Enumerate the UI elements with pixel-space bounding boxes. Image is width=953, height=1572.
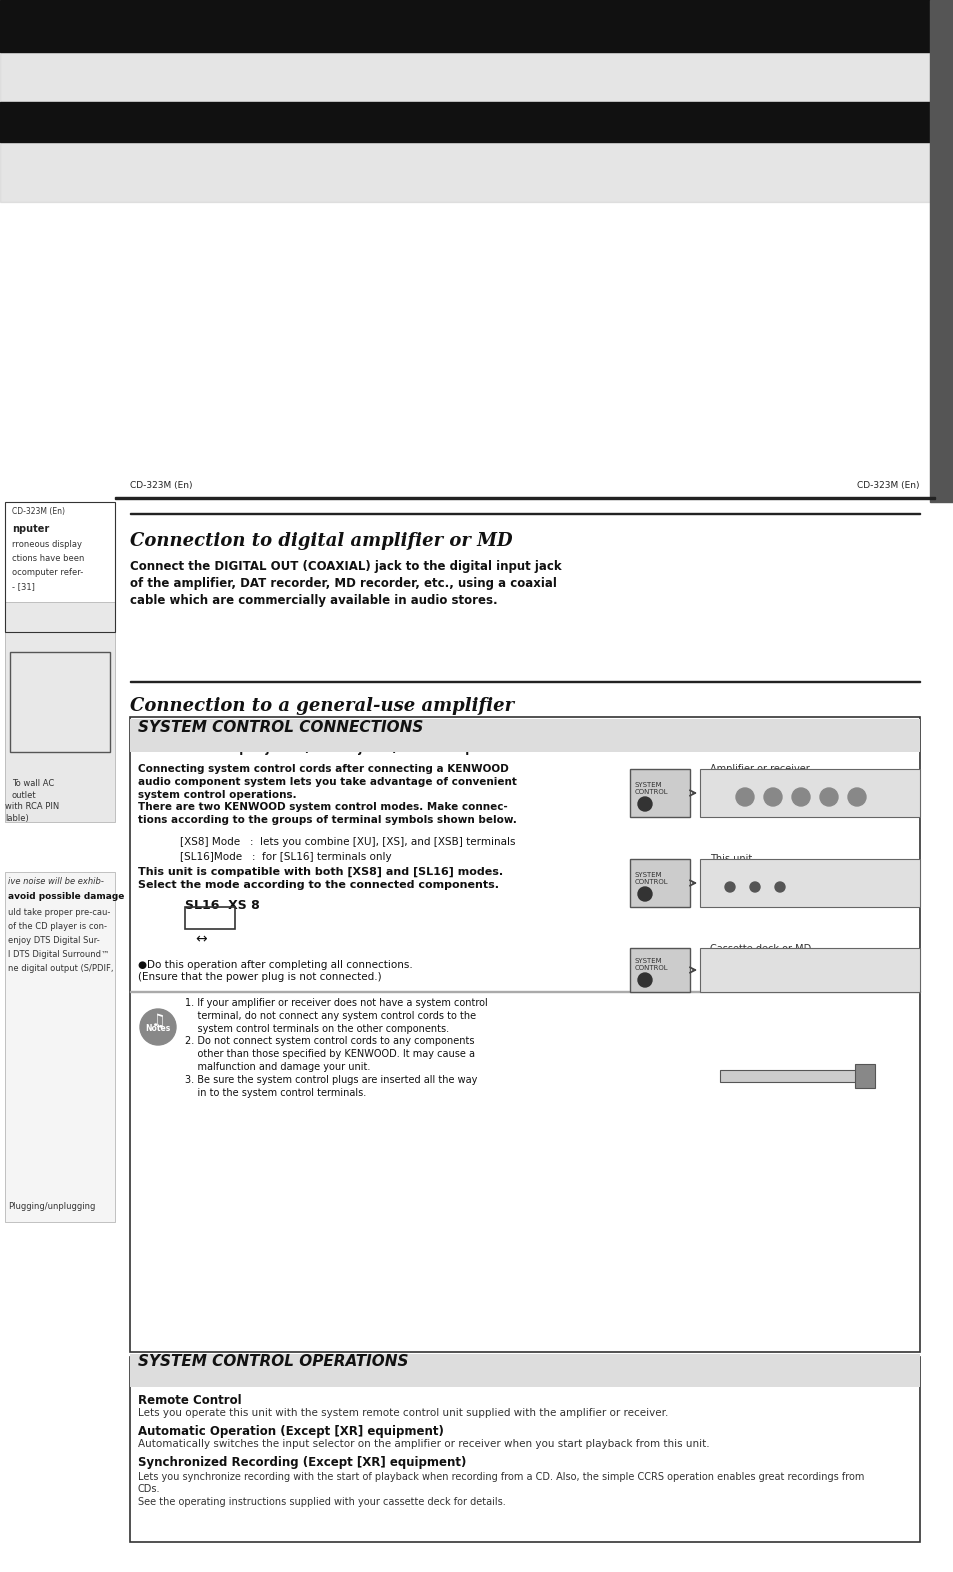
Text: Lets you operate this unit with the system remote control unit supplied with the: Lets you operate this unit with the syst…: [138, 1409, 668, 1418]
Text: Notes: Notes: [145, 1023, 171, 1033]
Text: Amplifier or receiver: Amplifier or receiver: [709, 764, 809, 773]
Bar: [720, 1071, 859, 1082]
Bar: [929, 0, 953, 501]
Circle shape: [774, 882, 784, 891]
Text: SYSTEM CONTROL CONNECTIONS: SYSTEM CONTROL CONNECTIONS: [138, 720, 423, 736]
Bar: [115, 497, 934, 498]
Bar: [130, 718, 919, 751]
Text: Cassette deck or MD: Cassette deck or MD: [709, 945, 810, 954]
Text: This unit: This unit: [709, 854, 752, 865]
Text: avoid possible damage: avoid possible damage: [8, 891, 124, 901]
Text: [XS8] Mode   :  lets you combine [XU], [XS], and [XSB] terminals: [XS8] Mode : lets you combine [XU], [XS]…: [180, 836, 515, 847]
Bar: [0, 102, 953, 141]
Text: CD-323M (En): CD-323M (En): [130, 481, 193, 490]
Circle shape: [791, 788, 809, 806]
Bar: [5, 501, 115, 632]
Bar: [0, 0, 953, 52]
Text: This unit is compatible with both [XS8] and [SL16] modes.
Select the mode accord: This unit is compatible with both [XS8] …: [138, 868, 502, 890]
Text: ive noise will be exhib-: ive noise will be exhib-: [8, 877, 104, 887]
Text: ♫: ♫: [151, 1012, 165, 1030]
Text: ●Do this operation after completing all connections.
(Ensure that the power plug: ●Do this operation after completing all …: [138, 960, 413, 982]
Circle shape: [140, 1009, 175, 1045]
Text: ne digital output (S/PDIF,: ne digital output (S/PDIF,: [8, 964, 113, 973]
Text: Connect the DIGITAL OUT (COAXIAL) jack to the digital input jack
of the amplifie: Connect the DIGITAL OUT (COAXIAL) jack t…: [130, 560, 561, 607]
Text: SYSTEM
CONTROL: SYSTEM CONTROL: [635, 872, 668, 885]
Text: enjoy DTS Digital Sur-: enjoy DTS Digital Sur-: [8, 935, 100, 945]
Bar: [629, 769, 689, 817]
Bar: [700, 948, 919, 992]
Text: 1. If your amplifier or receiver does not have a system control
    terminal, do: 1. If your amplifier or receiver does no…: [185, 998, 487, 1097]
Bar: [854, 1064, 874, 1088]
Text: Synchronized Recording (Except [XR] equipment): Synchronized Recording (Except [XR] equi…: [138, 1456, 466, 1468]
Text: ctions have been: ctions have been: [12, 553, 84, 563]
Bar: [10, 652, 110, 751]
Circle shape: [638, 887, 651, 901]
Text: Remote Control: Remote Control: [138, 1394, 241, 1407]
Bar: [5, 872, 115, 1221]
Text: Use the provided audio cords to connect the OUTPUT jacks of this
unit to the CD : Use the provided audio cords to connect …: [130, 725, 567, 755]
Text: SL16  XS 8: SL16 XS 8: [185, 899, 259, 912]
Text: SYSTEM CONTROL OPERATIONS: SYSTEM CONTROL OPERATIONS: [138, 1353, 408, 1369]
Circle shape: [763, 788, 781, 806]
Bar: [700, 769, 919, 817]
Text: Plugging/unplugging: Plugging/unplugging: [8, 1203, 95, 1210]
Circle shape: [638, 973, 651, 987]
Text: ocomputer refer-: ocomputer refer-: [12, 567, 83, 577]
Text: Automatic Operation (Except [XR] equipment): Automatic Operation (Except [XR] equipme…: [138, 1424, 443, 1438]
Circle shape: [724, 882, 734, 891]
Text: Connecting system control cords after connecting a KENWOOD
audio component syste: Connecting system control cords after co…: [138, 764, 517, 825]
Text: SYSTEM
CONTROL: SYSTEM CONTROL: [635, 957, 668, 971]
Text: outlet: outlet: [12, 791, 36, 800]
Bar: [130, 1357, 919, 1542]
Text: To wall AC: To wall AC: [12, 780, 54, 788]
Circle shape: [847, 788, 865, 806]
Bar: [0, 52, 953, 201]
Text: CD-323M (En): CD-323M (En): [857, 481, 919, 490]
Bar: [185, 907, 234, 929]
Text: [SL16]Mode   :  for [SL16] terminals only: [SL16]Mode : for [SL16] terminals only: [180, 852, 392, 861]
Text: nputer: nputer: [12, 523, 50, 534]
Text: lable): lable): [5, 814, 29, 824]
Circle shape: [735, 788, 753, 806]
Text: SYSTEM
CONTROL: SYSTEM CONTROL: [635, 781, 668, 795]
Text: Automatically switches the input selector on the amplifier or receiver when you : Automatically switches the input selecto…: [138, 1438, 709, 1449]
Text: Connection to a general-use amplifier: Connection to a general-use amplifier: [130, 696, 514, 715]
Text: of the CD player is con-: of the CD player is con-: [8, 923, 107, 931]
Circle shape: [638, 797, 651, 811]
Text: Connection to digital amplifier or MD: Connection to digital amplifier or MD: [130, 531, 512, 550]
Bar: [629, 858, 689, 907]
Bar: [629, 948, 689, 992]
Circle shape: [820, 788, 837, 806]
Text: ↔: ↔: [194, 932, 207, 946]
Text: with RCA PIN: with RCA PIN: [5, 802, 59, 811]
Text: uld take proper pre-cau-: uld take proper pre-cau-: [8, 909, 111, 916]
Bar: [700, 858, 919, 907]
Text: l DTS Digital Surround™: l DTS Digital Surround™: [8, 949, 110, 959]
Text: - [31]: - [31]: [12, 582, 35, 591]
Text: Lets you synchronize recording with the start of playback when recording from a : Lets you synchronize recording with the …: [138, 1471, 863, 1508]
Bar: [130, 1353, 919, 1387]
Text: rroneous display: rroneous display: [12, 541, 82, 549]
Circle shape: [749, 882, 760, 891]
Text: CD-323M (En): CD-323M (En): [12, 508, 65, 516]
Bar: [5, 602, 115, 822]
Bar: [130, 717, 919, 1352]
